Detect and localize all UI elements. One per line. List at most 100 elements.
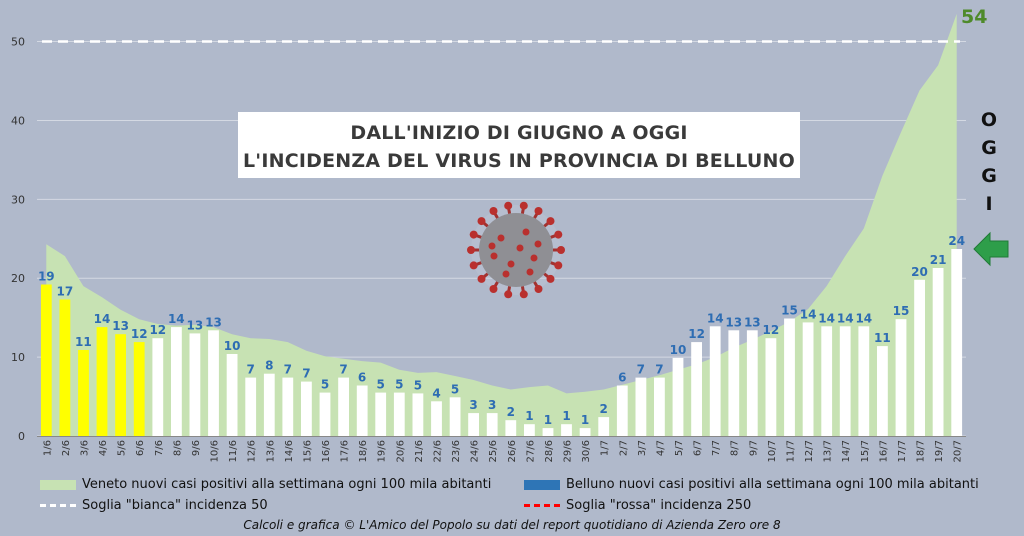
- belluno-bar: [579, 428, 591, 436]
- x-tick-label: 27/6: [525, 440, 536, 462]
- virus-spike-tip: [554, 230, 563, 239]
- y-tick-label: 10: [11, 351, 25, 364]
- y-tick-label: 50: [11, 36, 25, 49]
- belluno-bar: [375, 392, 387, 436]
- today-letter: G: [981, 137, 997, 159]
- data-label: 4: [432, 386, 440, 400]
- x-tick-label: 1/7: [600, 440, 611, 456]
- belluno-bar: [78, 350, 89, 436]
- x-tick-label: 17/6: [340, 440, 351, 462]
- belluno-bar: [263, 373, 275, 436]
- x-tick-label: 8/7: [730, 440, 741, 456]
- chart-title-line-2: L'INCIDENZA DEL VIRUS IN PROVINCIA DI BE…: [243, 150, 795, 172]
- legend-item-white-threshold: Soglia "bianca" incidenza 50: [40, 498, 268, 513]
- data-label: 1: [581, 413, 589, 427]
- data-label: 14: [855, 311, 872, 325]
- virus-spot: [507, 260, 515, 268]
- belluno-bar: [691, 342, 702, 436]
- belluno-bar: [542, 428, 554, 436]
- virus-spike-tip: [546, 274, 555, 283]
- x-tick-label: 22/6: [433, 440, 444, 462]
- x-tick-label: 29/6: [563, 440, 574, 462]
- virus-spot: [530, 254, 538, 262]
- data-label: 5: [414, 378, 422, 392]
- belluno-bar: [486, 413, 498, 436]
- data-label: 5: [321, 378, 329, 392]
- data-label: 12: [149, 323, 166, 337]
- belluno-bar: [449, 397, 461, 436]
- virus-spike-tip: [504, 290, 513, 299]
- x-tick-label: 16/7: [878, 440, 889, 462]
- virus-spot: [516, 244, 524, 252]
- x-tick-label: 6/6: [135, 440, 146, 456]
- belluno-bar: [189, 333, 201, 436]
- virus-spike-tip: [557, 246, 565, 254]
- data-label: 2: [600, 402, 608, 416]
- belluno-bar: [245, 377, 257, 436]
- belluno-bar: [951, 249, 963, 436]
- x-tick-label: 18/7: [916, 440, 927, 462]
- virus-spike-tip: [489, 207, 498, 215]
- y-tick-label: 30: [11, 193, 25, 206]
- legend-label-white-threshold: Soglia "bianca" incidenza 50: [82, 498, 268, 513]
- x-tick-label: 14/6: [284, 440, 295, 462]
- belluno-bar: [96, 327, 108, 436]
- today-arrow-icon: [973, 231, 1009, 267]
- x-tick-label: 3/6: [79, 440, 90, 456]
- virus-spike-tip: [534, 285, 543, 293]
- legend-dash-white: [40, 504, 76, 507]
- data-label: 11: [874, 331, 891, 345]
- data-label: 1: [525, 409, 533, 423]
- legend-item-belluno: Belluno nuovi casi positivi alla settima…: [524, 477, 979, 492]
- x-tick-label: 18/6: [358, 440, 369, 462]
- belluno-bar: [431, 401, 442, 436]
- virus-spot: [497, 234, 505, 242]
- x-tick-label: 4/6: [98, 440, 109, 456]
- data-label: 7: [247, 363, 255, 377]
- virus-spike-tip: [534, 207, 543, 215]
- data-label: 13: [725, 315, 742, 329]
- data-label: 5: [395, 378, 403, 392]
- belluno-bar: [412, 393, 424, 436]
- belluno-bar: [356, 385, 368, 436]
- belluno-bar: [672, 357, 684, 436]
- today-letter: I: [985, 193, 993, 215]
- belluno-bar: [301, 381, 312, 436]
- belluno-bar: [895, 319, 907, 436]
- belluno-bar: [208, 330, 219, 436]
- belluno-bar: [616, 385, 628, 436]
- virus-spike-tip: [469, 261, 478, 270]
- virus-spike-tip: [519, 201, 528, 210]
- belluno-bar: [468, 413, 479, 436]
- data-label: 6: [618, 371, 626, 385]
- x-tick-label: 12/7: [804, 440, 815, 462]
- virus-spike-tip: [546, 217, 555, 226]
- x-tick-label: 13/6: [265, 440, 276, 462]
- virus-spot: [502, 270, 510, 278]
- data-label: 13: [187, 318, 204, 332]
- data-label: 3: [488, 398, 496, 412]
- x-tick-label: 20/7: [953, 440, 964, 462]
- belluno-bar: [319, 392, 331, 436]
- belluno-bar: [839, 326, 851, 436]
- belluno-bar: [914, 279, 925, 436]
- belluno-bar: [802, 322, 814, 436]
- belluno-bar: [59, 299, 71, 436]
- data-label: 10: [670, 343, 687, 357]
- belluno-bar: [709, 326, 721, 436]
- virus-spike-tip: [477, 274, 486, 283]
- belluno-bar: [561, 424, 572, 436]
- data-label: 5: [377, 378, 385, 392]
- belluno-bar: [765, 338, 777, 436]
- virus-spot: [522, 228, 530, 236]
- x-tick-label: 9/6: [191, 440, 202, 456]
- x-tick-label: 11/7: [786, 440, 797, 462]
- data-label: 15: [781, 304, 798, 318]
- belluno-bar: [171, 327, 182, 436]
- data-label: 6: [358, 371, 366, 385]
- data-label: 14: [94, 312, 111, 326]
- belluno-bar: [654, 377, 665, 436]
- data-label: 14: [837, 311, 854, 325]
- virus-spot: [490, 252, 498, 260]
